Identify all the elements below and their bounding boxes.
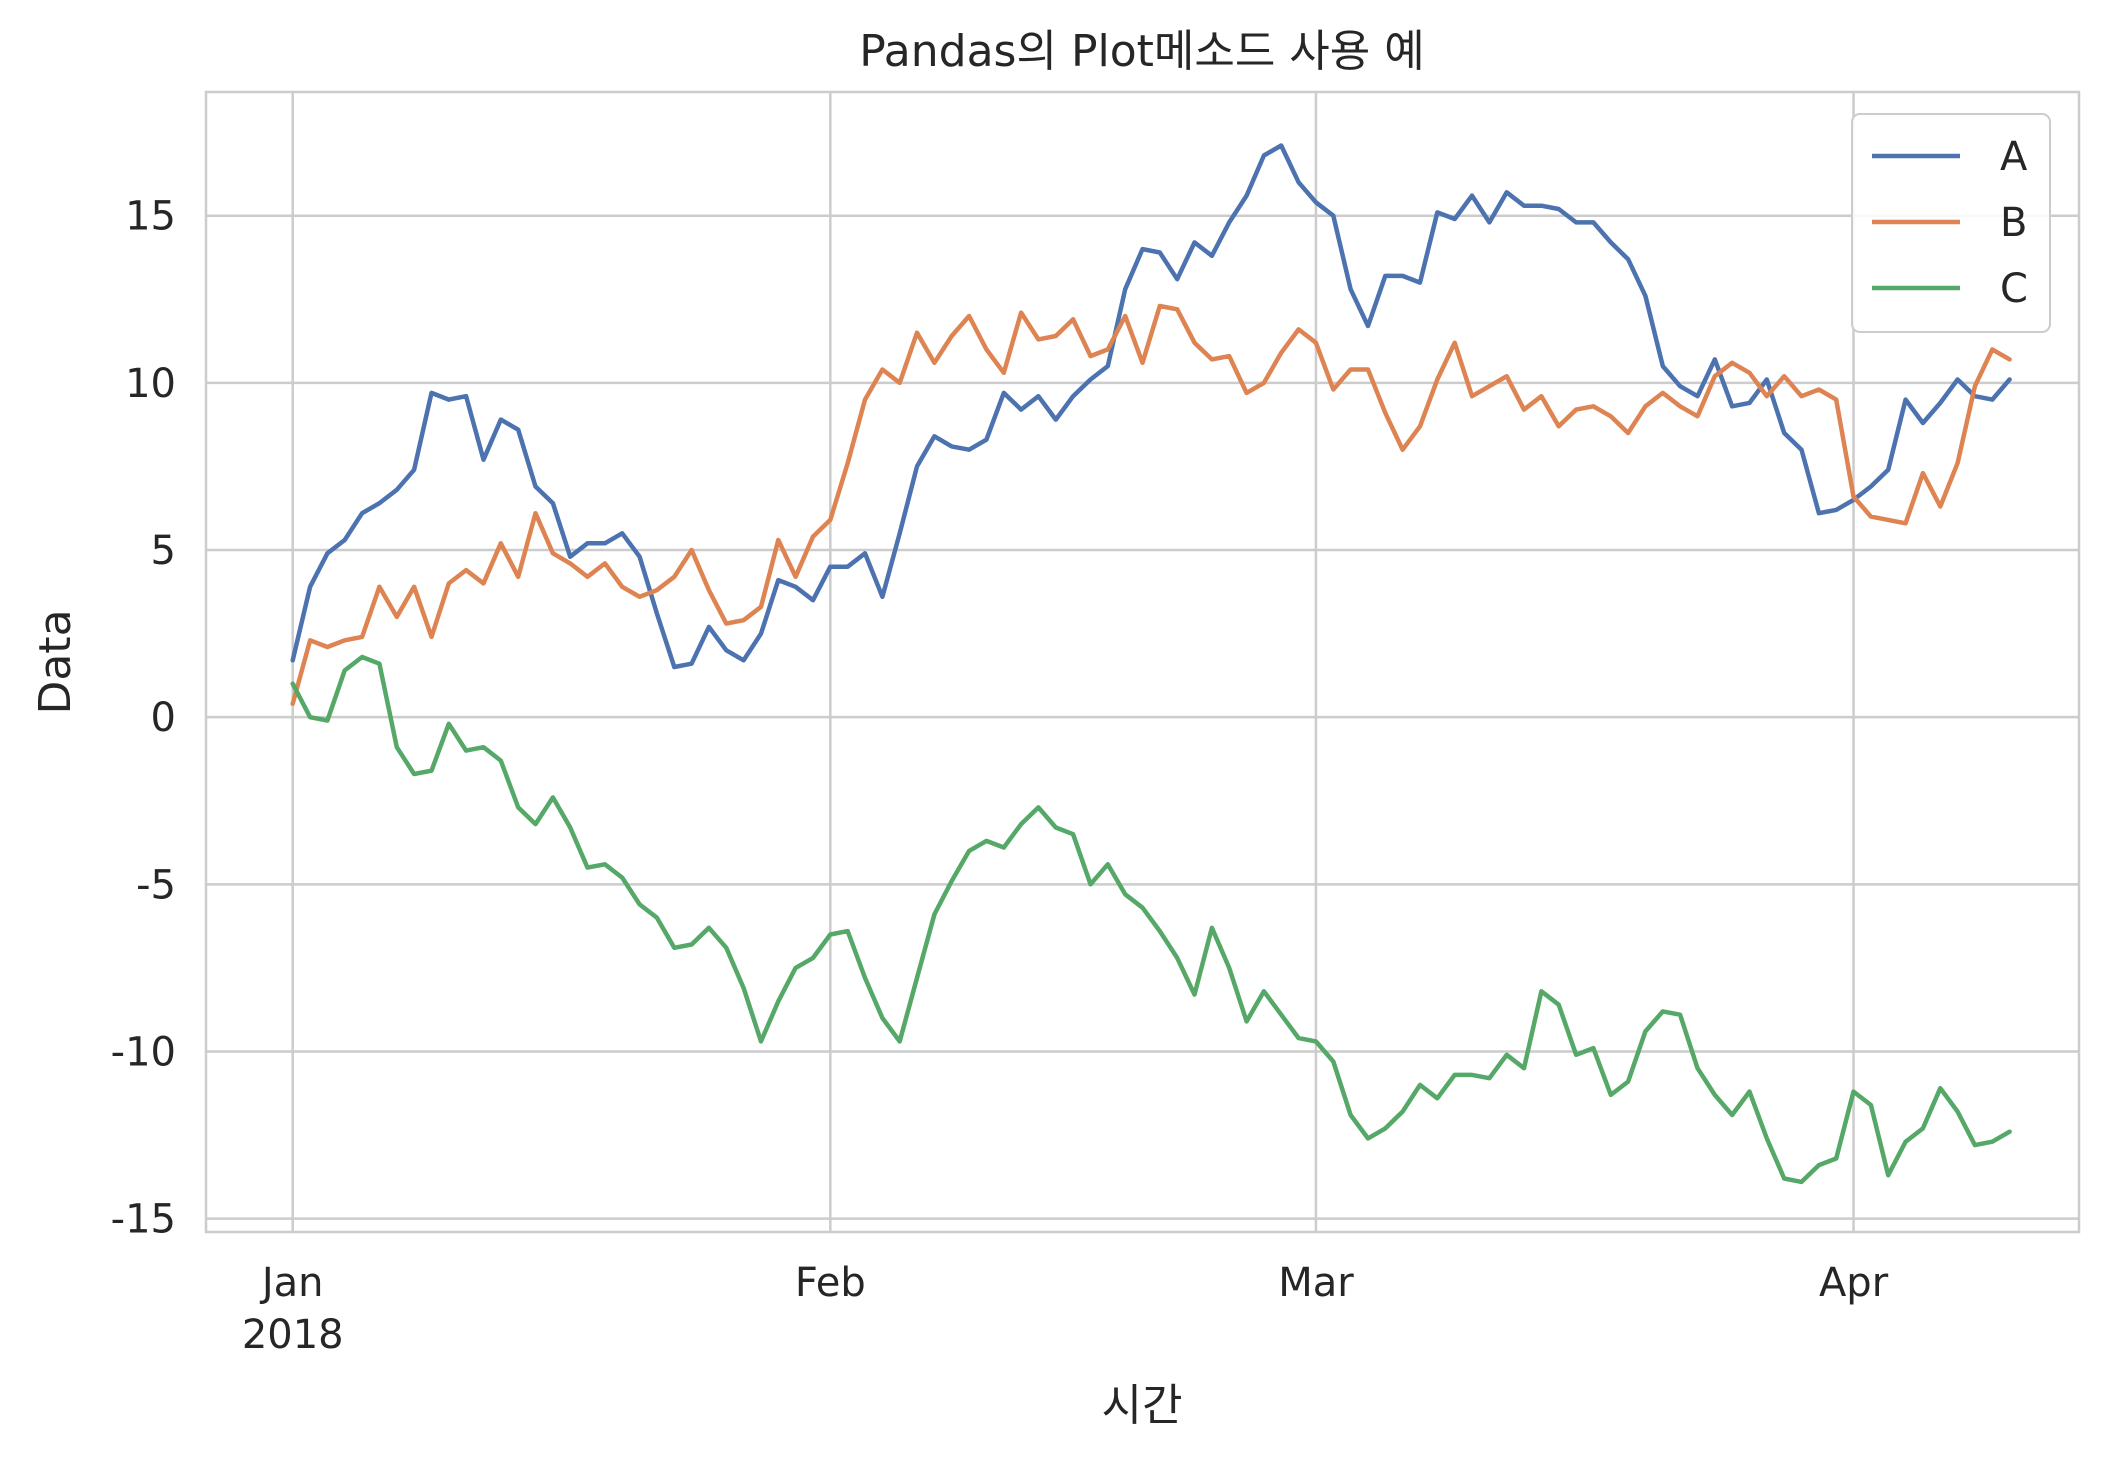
x-tick-sublabel: 2018 xyxy=(242,1312,344,1358)
plot-area-frame xyxy=(204,90,2081,1234)
legend: ABC xyxy=(1851,113,2051,333)
legend-label-a: A xyxy=(2000,134,2028,180)
x-axis-title: 시간 xyxy=(1102,1380,1183,1431)
legend-label-b: B xyxy=(2000,200,2027,246)
chart-title: Pandas의 Plot메소드 사용 예 xyxy=(859,26,1424,77)
y-axis-title: Data xyxy=(30,609,81,714)
x-tick-label: Jan xyxy=(259,1260,324,1306)
series-lines xyxy=(290,143,2012,1185)
series-line-a xyxy=(290,143,2012,670)
axis-ticks: -15 -10 -5 0 5 10 15 Jan 2018 Feb Mar Apr xyxy=(111,194,1889,1358)
series-line-c xyxy=(290,654,2012,1185)
y-tick-label: -5 xyxy=(136,862,176,908)
y-tick-label: 0 xyxy=(151,695,176,741)
y-tick-label: 10 xyxy=(125,361,176,407)
x-tick-label: Feb xyxy=(795,1260,866,1306)
x-tick-label: Mar xyxy=(1278,1260,1354,1306)
y-tick-label: 5 xyxy=(151,528,176,574)
y-tick-label: -10 xyxy=(111,1029,176,1075)
x-tick-label: Apr xyxy=(1819,1260,1889,1306)
y-tick-label: -15 xyxy=(111,1197,176,1243)
y-tick-label: 15 xyxy=(125,194,176,240)
series-line-b xyxy=(290,303,2012,707)
legend-label-c: C xyxy=(2000,266,2028,312)
